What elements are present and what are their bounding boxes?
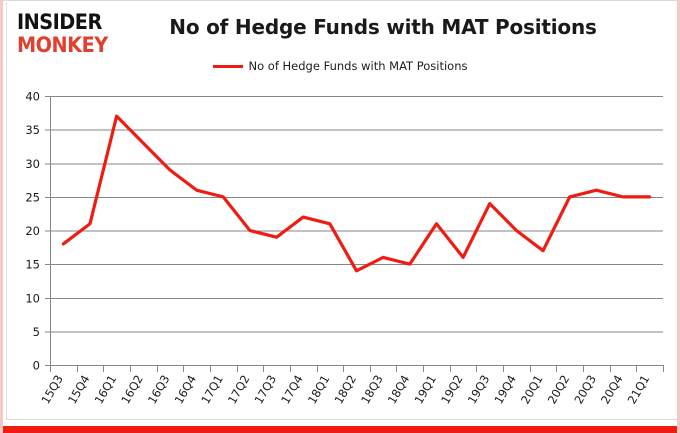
logo-text-monkey: MONKEY <box>17 33 108 57</box>
plot-area: 0 5 10 15 20 25 30 35 40 15Q3 15Q4 16Q1 16Q2 16Q3 16Q… <box>3 1 677 433</box>
x-tick-label: 18Q4 <box>385 372 413 406</box>
x-tick-label: 17Q1 <box>198 373 226 407</box>
y-tick-label: 15 <box>25 258 40 272</box>
x-tick-label: 16Q1 <box>92 372 120 406</box>
x-tick-label: 17Q3 <box>252 372 280 406</box>
gridlines-group <box>50 96 663 366</box>
data-series-line <box>61 114 652 273</box>
y-tick-label: 10 <box>25 291 40 305</box>
logo-text-insider: INSIDER <box>17 10 102 34</box>
x-tick-label: 18Q1 <box>305 373 333 407</box>
y-tick-label: 0 <box>33 359 40 373</box>
x-tick-label: 19Q3 <box>465 372 493 406</box>
insider-monkey-logo: INSIDER MONKEY <box>17 12 137 56</box>
x-axis-tick-labels: 15Q3 15Q4 16Q1 16Q2 16Q3 16Q4 17Q1 17Q2 17Q3 17Q4… <box>38 372 652 406</box>
legend-item-label: No of Hedge Funds with MAT Positions <box>248 59 468 73</box>
x-tick-label: 19Q1 <box>411 373 439 407</box>
x-tick-label: 16Q2 <box>118 372 146 406</box>
chart-title: No of Hedge Funds with MAT Positions <box>169 15 597 39</box>
y-tick-label: 30 <box>25 157 40 171</box>
x-tick-label: 18Q3 <box>358 372 386 406</box>
bottom-accent-bar <box>3 426 677 433</box>
y-tick-label: 20 <box>25 224 40 238</box>
y-tick-label: 40 <box>25 90 40 104</box>
x-tick-label: 19Q4 <box>491 372 519 406</box>
x-tick-label: 15Q4 <box>65 373 93 407</box>
x-tick-label: 20Q4 <box>598 372 626 406</box>
y-axis-tick-marks <box>45 96 50 366</box>
x-tick-label: 18Q2 <box>331 373 359 407</box>
y-tick-label: 25 <box>25 190 40 204</box>
legend-color-swatch <box>212 64 243 68</box>
x-tick-label: 20Q3 <box>571 373 599 407</box>
x-tick-label: 20Q1 <box>518 373 546 407</box>
x-tick-label: 19Q2 <box>438 373 466 407</box>
x-tick-label: 15Q3 <box>38 373 66 407</box>
y-tick-label: 5 <box>33 325 40 339</box>
x-tick-label: 17Q4 <box>278 373 306 407</box>
chart-legend: No of Hedge Funds with MAT Positions <box>3 59 677 73</box>
y-axis-tick-labels: 0 5 10 15 20 25 30 35 40 <box>25 90 40 373</box>
x-tick-label: 20Q2 <box>545 373 573 407</box>
x-tick-label: 17Q2 <box>225 372 253 406</box>
chart-inner-frame <box>6 2 677 420</box>
x-tick-label: 16Q3 <box>145 372 173 406</box>
x-axis-tick-marks <box>50 365 664 372</box>
line-chart-svg: 0 5 10 15 20 25 30 35 40 15Q3 15Q4 16Q1 16Q2 16Q3 16Q… <box>25 90 664 406</box>
x-tick-label: 16Q4 <box>172 373 200 407</box>
y-tick-label: 35 <box>25 123 40 137</box>
x-tick-label: 21Q1 <box>625 372 653 406</box>
